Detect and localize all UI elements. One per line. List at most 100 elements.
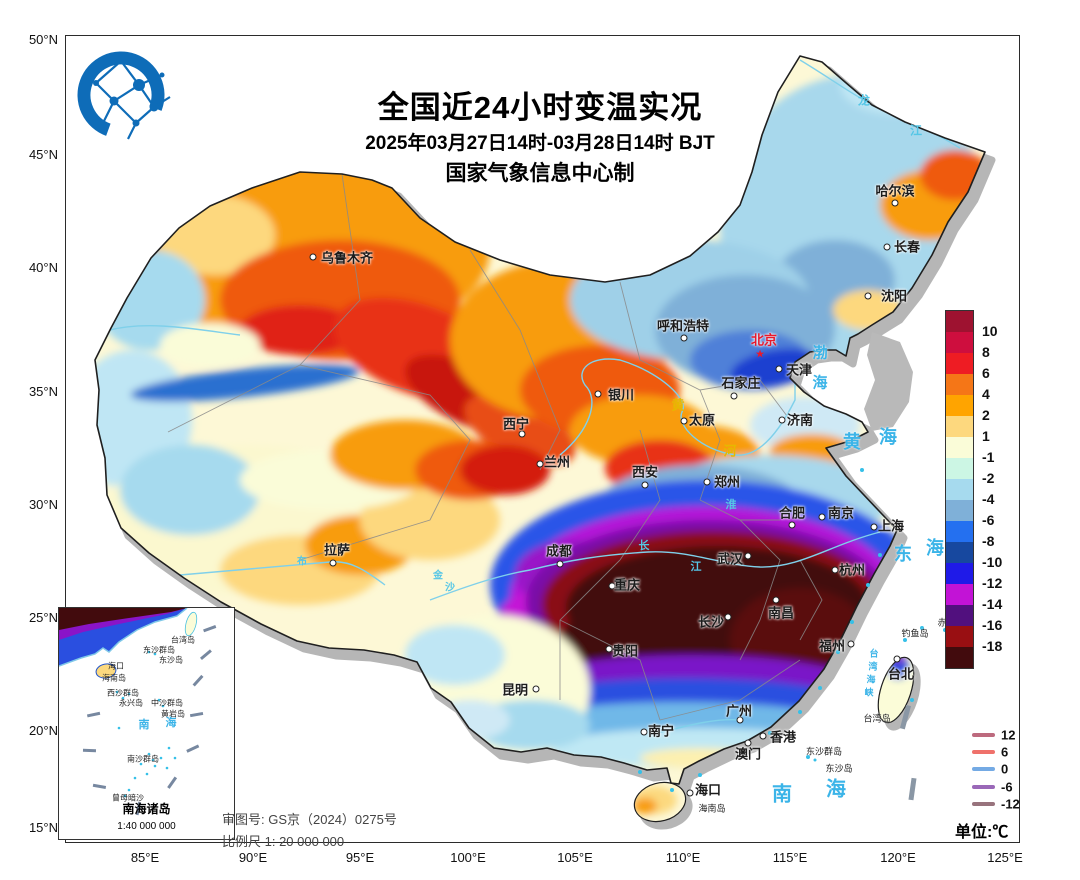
- river-y-label: 黄: [671, 397, 685, 413]
- city-label: 济南: [786, 412, 814, 428]
- inset-label: 黄岩岛: [161, 709, 185, 719]
- colorbar-tick-label: -1: [982, 449, 995, 465]
- city-label: 哈尔滨: [875, 183, 915, 199]
- lat-tick-label: 45°N: [28, 147, 58, 162]
- colorbar-segment: [946, 353, 973, 374]
- city-label: 郑州: [713, 474, 741, 490]
- colorbar-segment: [946, 416, 973, 437]
- lat-tick-label: 40°N: [28, 260, 58, 275]
- inset-label: 西沙群岛: [107, 688, 139, 698]
- inset-label: 东沙岛: [159, 655, 183, 665]
- city-label: 石家庄: [721, 375, 761, 391]
- city-label: 长春: [893, 239, 921, 255]
- colorbar-tick-label: 8: [982, 344, 990, 360]
- city-label: 杭州: [838, 562, 866, 578]
- colorbar-segment: [946, 458, 973, 479]
- river-y-label: 河: [723, 443, 737, 459]
- river-c-label: 长: [638, 540, 650, 552]
- province-borders: [167, 173, 823, 721]
- city-label: 沈阳: [880, 288, 908, 304]
- isoline-legend-swatch: [972, 785, 995, 789]
- colorbar-segment: [946, 500, 973, 521]
- inset-label: 永兴岛: [119, 698, 143, 708]
- city-dot: [594, 390, 602, 398]
- city-dot: [847, 640, 855, 648]
- colorbar-tick-label: 1: [982, 428, 990, 444]
- inset-scale: 1:40 000 000: [117, 821, 176, 832]
- island-label: 东沙岛: [825, 763, 853, 774]
- city-label: 海口: [694, 782, 722, 798]
- isoline-legend-swatch: [972, 802, 995, 806]
- unit-label: 单位:℃: [955, 824, 1009, 841]
- isoline-legend-swatch: [972, 767, 995, 771]
- city-dot: [788, 521, 796, 529]
- island-label: 台湾岛: [863, 713, 891, 724]
- colorbar-tick-label: -10: [982, 554, 1003, 570]
- city-dot: [759, 732, 767, 740]
- colorbar-segment: [946, 332, 973, 353]
- city-dot: [556, 560, 564, 568]
- city-label: 乌鲁木齐: [320, 250, 374, 266]
- sea-label: 湾: [868, 661, 878, 672]
- lon-tick-label: 110°E: [665, 850, 701, 865]
- sea-label: 台: [869, 648, 879, 659]
- city-dot: [730, 392, 738, 400]
- city-label: 西宁: [502, 416, 530, 432]
- lat-tick-label: 20°N: [28, 723, 58, 738]
- city-label: 兰州: [543, 454, 571, 470]
- map-approval-number: 审图号: GS京（2024）0275号: [222, 812, 397, 827]
- cma-data-logo: [77, 51, 171, 140]
- inset-map: [58, 607, 217, 816]
- inset-label: 南沙群岛: [127, 754, 159, 764]
- city-dot: [640, 728, 648, 736]
- city-dot: [870, 523, 878, 531]
- colorbar-tick-label: -8: [982, 533, 995, 549]
- map-scale: 比例尺 1: 20 000 000: [222, 834, 345, 849]
- isoline-legend-swatch: [972, 733, 995, 737]
- city-label: 银川: [607, 387, 635, 403]
- city-label-capital: 北京: [750, 332, 778, 348]
- city-label: 太原: [688, 412, 716, 428]
- sea-label: 峡: [864, 687, 874, 698]
- colorbar-segment: [946, 605, 973, 626]
- city-dot: [641, 481, 649, 489]
- city-dot: [309, 253, 317, 261]
- city-label: 南昌: [767, 605, 795, 621]
- city-dot: [736, 716, 744, 724]
- sea-label: 海: [926, 538, 944, 558]
- lon-tick-label: 115°E: [772, 850, 808, 865]
- island-label: 东沙群岛: [805, 746, 843, 757]
- lat-tick-label: 25°N: [28, 610, 58, 625]
- colorbar-segment: [946, 479, 973, 500]
- river-c-label: 沙: [445, 582, 455, 594]
- river-c-label: 江: [909, 123, 923, 138]
- colorbar-tick-label: -14: [982, 596, 1003, 612]
- city-dot: [703, 478, 711, 486]
- inset-label: 曾母暗沙: [112, 793, 144, 803]
- colorbar: [945, 310, 974, 669]
- colorbar-tick-label: -6: [982, 512, 995, 528]
- lat-tick-label: 35°N: [28, 384, 58, 399]
- colorbar-segment: [946, 626, 973, 647]
- inset-label: 海: [165, 717, 177, 729]
- temperature-field: [95, 56, 985, 814]
- sea-label: 黄: [843, 432, 861, 452]
- isoline-legend-label: -6: [1001, 779, 1013, 795]
- city-label: 呼和浩特: [656, 318, 710, 334]
- lon-tick-label: 100°E: [450, 850, 486, 865]
- city-dot: [893, 655, 901, 663]
- island-label: 海南岛: [698, 803, 726, 814]
- sea-label: 海: [812, 374, 828, 392]
- lat-tick-label: 15°N: [28, 820, 58, 835]
- city-label: 广州: [725, 703, 753, 719]
- colorbar-tick-label: -4: [982, 491, 995, 507]
- city-dot: [818, 513, 826, 521]
- city-dot: [775, 365, 783, 373]
- city-dot: [744, 739, 752, 747]
- inset-label: 南: [138, 719, 150, 731]
- city-dot: [680, 417, 688, 425]
- city-dot: [686, 789, 694, 797]
- isoline-legend-swatch: [972, 750, 995, 754]
